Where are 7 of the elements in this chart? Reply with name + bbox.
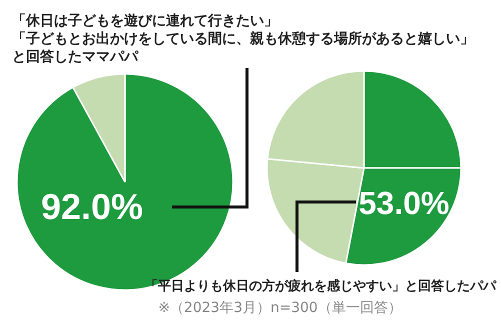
data-label: 92.0%	[40, 186, 144, 227]
text: ※（2023年3月）n=300（単一回答）	[158, 300, 402, 316]
text: 53.0%	[358, 185, 450, 221]
text: 「子どもとお出かけをしている間に、親も休憩する場所があると嬉しい」	[12, 30, 474, 47]
pie-slice	[16, 73, 234, 291]
text: 「休日は子どもを遊びに連れて行きたい」	[12, 13, 278, 29]
text: と回答したママパパ	[12, 49, 139, 65]
